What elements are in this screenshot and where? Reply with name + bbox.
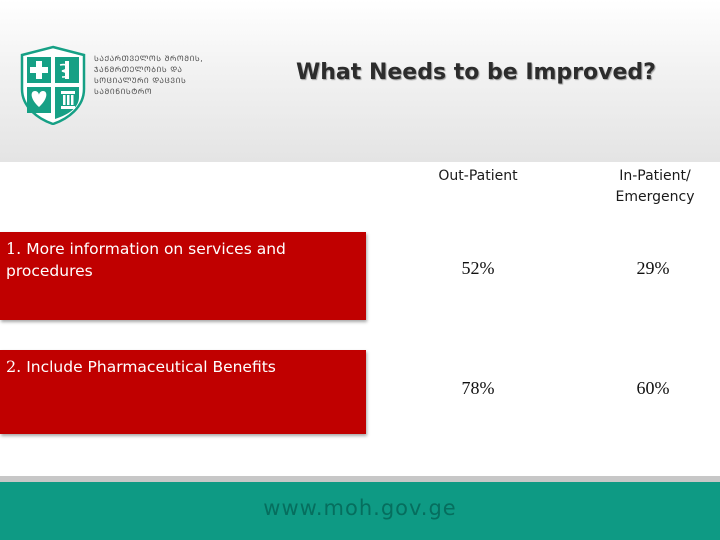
ministry-name-line-2: ᲯᲐᲜᲛᲠᲗᲔᲚᲝᲑᲘᲡ ᲓᲐ <box>94 65 183 74</box>
table-row-label-1: 1. More information on services and proc… <box>0 232 366 320</box>
row-label-2: Include Pharmaceutical Benefits <box>26 358 276 376</box>
row-number-1: 1. <box>6 239 22 258</box>
row-number-2: 2. <box>6 357 22 376</box>
ministry-name-line-4: ᲡᲐᲛᲘᲜᲘᲡᲢᲠᲝ <box>94 87 153 96</box>
cell-in-patient-1: 29% <box>636 258 670 278</box>
header-band <box>0 0 720 162</box>
row-label-text-1: 1. More information on services and proc… <box>6 238 356 282</box>
column-header-in-patient: In-Patient/ Emergency <box>585 166 720 208</box>
row-label-text-2: 2. Include Pharmaceutical Benefits <box>6 356 356 378</box>
ministry-logo: ᲡᲐᲥᲐᲠᲗᲕᲔᲚᲝᲡ ᲨᲠᲝᲛᲘᲡ, ᲯᲐᲜᲛᲠᲗᲔᲚᲝᲑᲘᲡ ᲓᲐ ᲡᲝᲪᲘ… <box>18 45 218 126</box>
cell-out-patient-2: 78% <box>461 378 495 398</box>
footer-band <box>0 482 720 540</box>
cell-out-patient-1: 52% <box>461 258 495 278</box>
footer-url: www.moh.gov.ge <box>263 496 457 520</box>
column-header-in-patient-text: In-Patient/ Emergency <box>615 168 695 205</box>
table-row-label-2: 2. Include Pharmaceutical Benefits <box>0 350 366 434</box>
footer-divider <box>0 476 720 482</box>
cell-in-patient-2: 60% <box>636 378 670 398</box>
slide-title: What Needs to be Improved? <box>296 60 656 85</box>
ministry-name-line-1: ᲡᲐᲥᲐᲠᲗᲕᲔᲚᲝᲡ ᲨᲠᲝᲛᲘᲡ, <box>94 54 204 63</box>
shield-emblem-icon <box>20 45 86 126</box>
row-label-1: More information on services and procedu… <box>6 240 286 280</box>
column-header-out-patient: Out-Patient <box>438 168 518 184</box>
ministry-name: ᲡᲐᲥᲐᲠᲗᲕᲔᲚᲝᲡ ᲨᲠᲝᲛᲘᲡ, ᲯᲐᲜᲛᲠᲗᲔᲚᲝᲑᲘᲡ ᲓᲐ ᲡᲝᲪᲘ… <box>94 53 224 97</box>
ministry-name-line-3: ᲡᲝᲪᲘᲐᲚᲣᲠᲘ ᲓᲐᲪᲕᲘᲡ <box>94 76 187 85</box>
